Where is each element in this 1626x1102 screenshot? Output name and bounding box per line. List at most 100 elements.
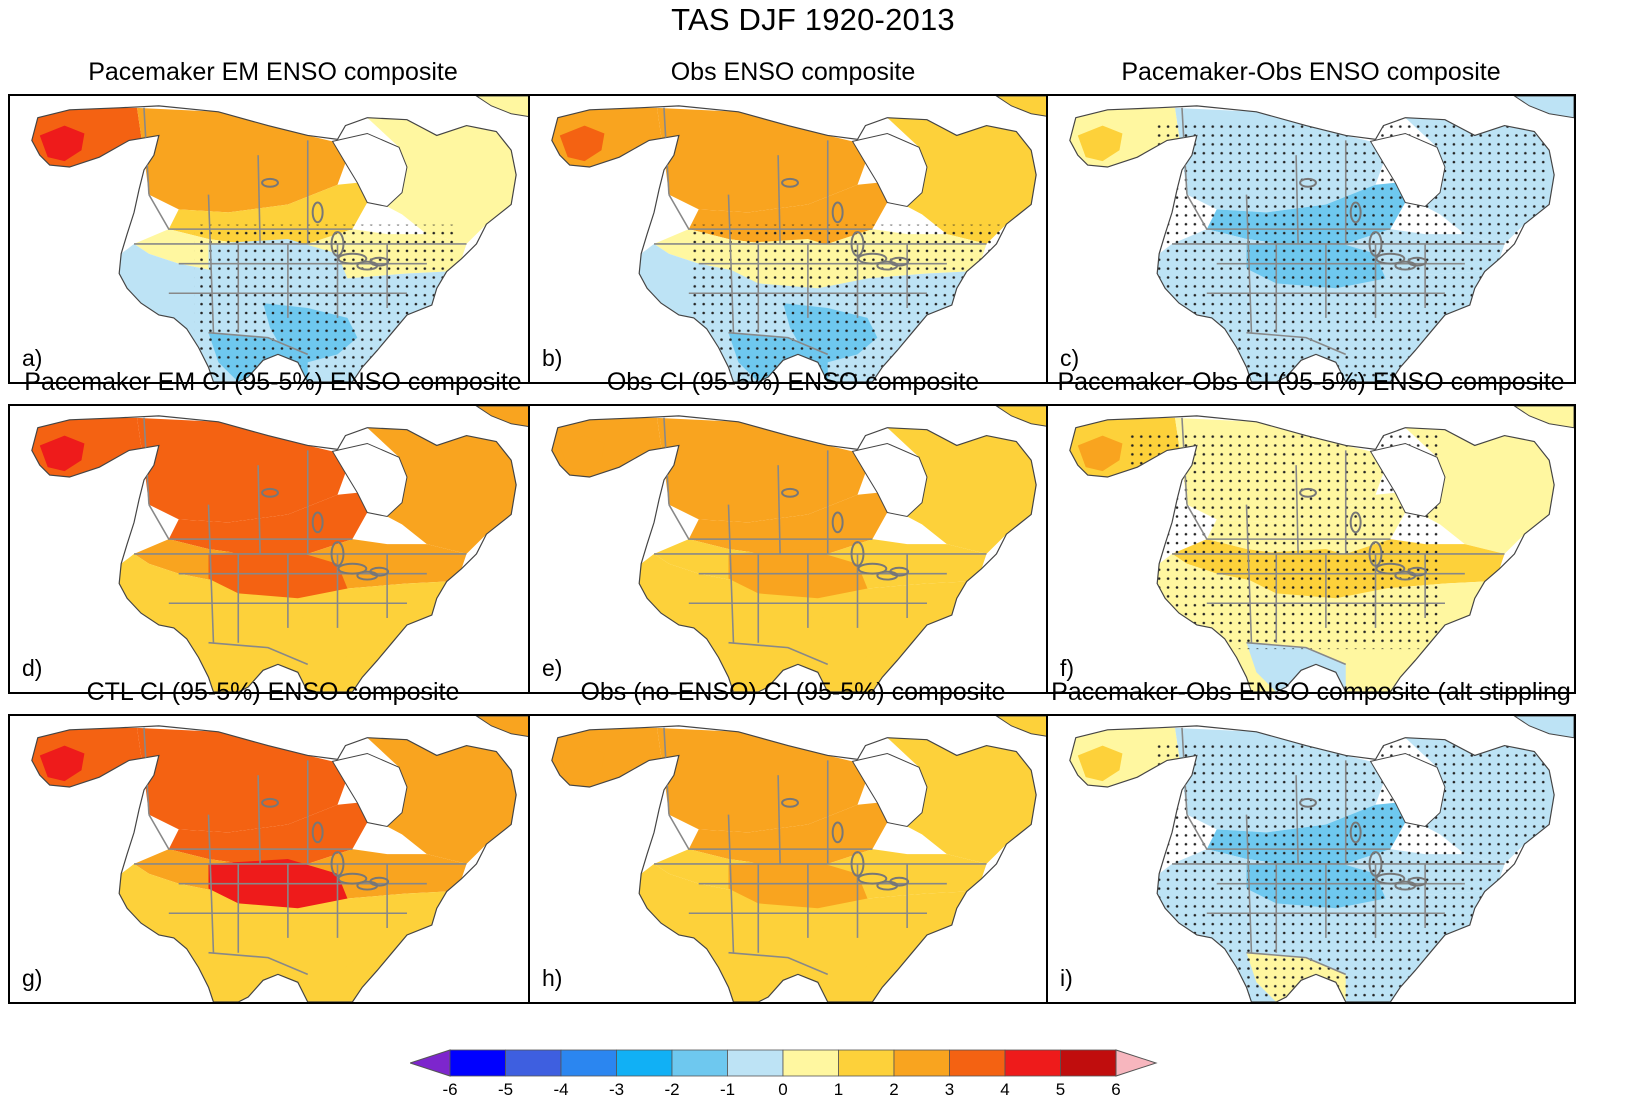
- lake: [1375, 252, 1406, 265]
- coastline: [31, 105, 517, 382]
- map-svg: [31, 716, 536, 1002]
- region-akcore: [1077, 745, 1123, 782]
- political-border: [668, 504, 873, 540]
- coastline: [1069, 105, 1555, 382]
- lake: [337, 252, 368, 265]
- region-eCan: [367, 117, 517, 244]
- colorbar-min-arrow: [410, 1049, 451, 1077]
- political-border: [1246, 641, 1347, 666]
- colorbar-tick-label: -1: [719, 1080, 736, 1099]
- region-akcore: [559, 745, 605, 782]
- greenland: [995, 96, 1056, 119]
- lake: [1375, 562, 1406, 575]
- region-akcore: [39, 435, 85, 472]
- panel-label: b): [542, 345, 563, 371]
- map-panel-a: a): [8, 94, 538, 384]
- panel-label: a): [22, 345, 43, 371]
- lake: [337, 562, 368, 575]
- colorbar-tick-label: 1: [833, 1080, 844, 1099]
- colorbar-segment: [949, 1049, 1006, 1077]
- political-border: [257, 465, 261, 554]
- region-cenCan: [688, 492, 888, 556]
- lake: [1368, 231, 1383, 257]
- lake: [857, 252, 888, 265]
- lake: [831, 511, 844, 534]
- lake: [1407, 256, 1428, 267]
- colorbar-segment: [616, 1049, 673, 1077]
- hudson-bay: [331, 132, 408, 207]
- greenland: [475, 96, 536, 119]
- colorbar-tick-label: 5: [1055, 1080, 1066, 1099]
- lake: [850, 541, 865, 567]
- lake: [1368, 541, 1383, 567]
- coastline: [1069, 415, 1555, 692]
- lake: [850, 231, 865, 257]
- colorbar-tick-label: -2: [664, 1080, 680, 1099]
- region-nwCan: [137, 417, 346, 523]
- panel-label: h): [542, 965, 563, 991]
- map-panel-b: b): [528, 94, 1058, 384]
- panel-title: Pacemaker-Obs ENSO composite (alt stippl…: [1051, 678, 1571, 706]
- map-svg: [551, 406, 1056, 692]
- lake: [311, 201, 324, 224]
- political-border: [257, 775, 261, 864]
- hudson-bay: [851, 442, 928, 517]
- colorbar-segment: [1004, 1049, 1061, 1077]
- political-border: [148, 814, 353, 850]
- panel-label: e): [542, 655, 563, 681]
- lake: [1349, 201, 1362, 224]
- lake: [781, 487, 799, 498]
- lake: [1407, 876, 1428, 887]
- political-border: [208, 331, 309, 356]
- map-svg: [551, 96, 1056, 382]
- hudson-bay: [1369, 752, 1446, 827]
- panel-title: Obs CI (95-5%) ENSO composite: [606, 368, 980, 396]
- coastline: [551, 415, 1037, 692]
- lake: [261, 177, 279, 188]
- greenland: [995, 406, 1056, 429]
- colorbar-segment: [1060, 1049, 1117, 1077]
- panel-title: Pacemaker-Obs ENSO composite: [1121, 58, 1501, 86]
- political-border: [1295, 155, 1299, 244]
- region-akcore: [1077, 125, 1123, 162]
- panel-title: Pacemaker EM ENSO composite: [88, 58, 458, 86]
- greenland: [1513, 96, 1574, 119]
- region-akcore: [1077, 435, 1123, 472]
- map-svg: [551, 716, 1056, 1002]
- colorbar-segment: [727, 1049, 784, 1077]
- lake: [857, 872, 888, 885]
- panel-title: Obs (no-ENSO) CI (95-5%) composite: [580, 678, 1006, 706]
- colorbar: [410, 1049, 1158, 1077]
- region-nwCan: [137, 727, 346, 833]
- political-border: [728, 951, 829, 976]
- lake: [889, 256, 910, 267]
- panel-title: Pacemaker-Obs CI (95-5%) ENSO composite: [1057, 368, 1565, 396]
- lake: [261, 487, 279, 498]
- panel-title: Obs ENSO composite: [670, 58, 916, 86]
- greenland: [475, 406, 536, 429]
- greenland: [1513, 406, 1574, 429]
- stippling: [1153, 744, 1548, 1002]
- colorbar-tick-label: -5: [497, 1080, 514, 1099]
- lake: [857, 562, 888, 575]
- hudson-bay: [1369, 132, 1446, 207]
- stippling: [687, 224, 1004, 382]
- lake: [330, 851, 345, 877]
- lake: [330, 541, 345, 567]
- political-border: [1246, 951, 1347, 976]
- map-svg: [1069, 406, 1574, 692]
- lake: [1375, 872, 1406, 885]
- colorbar-tick-label: 0: [778, 1080, 788, 1099]
- political-border: [208, 641, 309, 666]
- colorbar-segment: [893, 1049, 950, 1077]
- region-cenCan: [168, 492, 368, 556]
- political-border: [1186, 814, 1391, 850]
- lake: [1299, 487, 1317, 498]
- political-border: [1246, 331, 1347, 356]
- colorbar-tick-label: -6: [442, 1080, 458, 1099]
- colorbar-segment: [782, 1049, 839, 1077]
- lake: [889, 566, 910, 577]
- political-border: [668, 814, 873, 850]
- region-akcore: [559, 125, 605, 162]
- colorbar-tick-label: 2: [889, 1080, 899, 1099]
